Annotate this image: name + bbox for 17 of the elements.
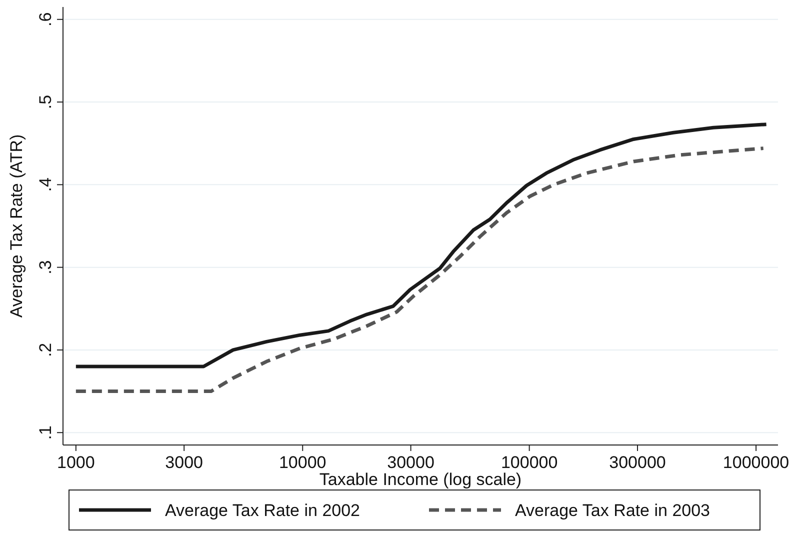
x-tick-label: 1000: [57, 453, 95, 472]
x-tick-label: 30000: [387, 453, 434, 472]
x-tick-label: 100000: [500, 453, 558, 472]
y-tick-label: .2: [36, 342, 55, 358]
x-tick-label: 10000: [278, 453, 326, 472]
y-tick-label: .5: [36, 94, 55, 110]
x-tick-label: 300000: [609, 453, 666, 472]
y-tick-label: .3: [36, 260, 55, 274]
y-axis-title: Average Tax Rate (ATR): [7, 134, 26, 318]
x-tick-label: 3000: [165, 453, 203, 472]
legend-label: Average Tax Rate in 2003: [515, 501, 710, 520]
y-tick-label: .1: [36, 426, 55, 440]
legend-label: Average Tax Rate in 2002: [165, 501, 360, 520]
y-tick-label: .6: [36, 12, 55, 26]
x-axis-title: Taxable Income (log scale): [319, 470, 522, 489]
y-tick-label: .4: [36, 178, 55, 192]
x-tick-label: 1000000: [722, 453, 790, 472]
